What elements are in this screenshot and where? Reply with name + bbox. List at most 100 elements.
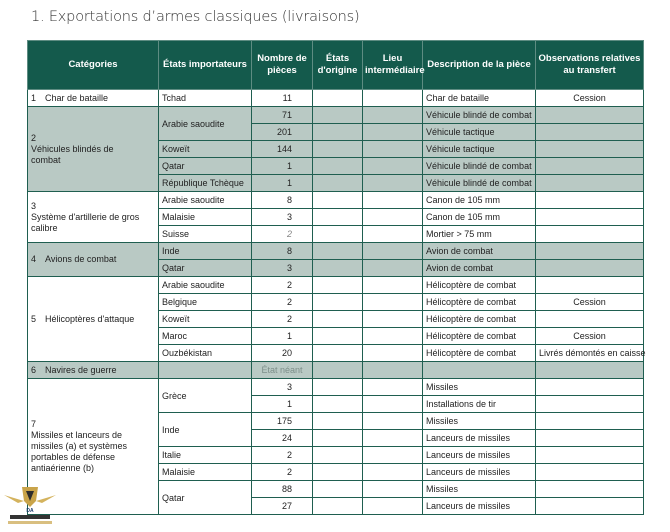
header-row: Catégories États importateurs Nombre de … xyxy=(27,40,644,90)
origin-state-cell xyxy=(312,412,363,430)
count-cell: 11 xyxy=(251,89,313,107)
origin-state-cell xyxy=(312,174,363,192)
origin-state-cell xyxy=(312,395,363,413)
observation-cell xyxy=(535,259,644,277)
intermediate-place-cell xyxy=(362,157,423,175)
importing-state-cell: Arabie saoudite xyxy=(158,191,252,209)
importing-state-cell: Tchad xyxy=(158,89,252,107)
observation-cell xyxy=(535,310,644,328)
origin-state-cell xyxy=(312,191,363,209)
table-row: Italie 2 Lanceurs de missiles xyxy=(28,446,644,464)
origin-state-cell xyxy=(312,242,363,260)
count-cell: 8 xyxy=(251,242,313,260)
description-cell: Lanceurs de missiles xyxy=(422,446,536,464)
description-cell: Hélicoptère de combat xyxy=(422,344,536,362)
category-cell: 3Système d'artillerie de gros calibre xyxy=(27,191,159,243)
importing-state-cell: Ouzbékistan xyxy=(158,344,252,362)
table-row: 4 Avions de combat Inde 8 Avion de combat xyxy=(27,242,644,277)
description-cell: Lanceurs de missiles xyxy=(422,429,536,447)
table-row: Malaisie 2 Lanceurs de missiles xyxy=(28,463,644,481)
category-number: 1 xyxy=(31,92,37,103)
intermediate-place-cell xyxy=(362,429,423,447)
header-count: Nombre de pièces xyxy=(251,40,313,90)
empty-cell xyxy=(422,361,536,379)
category-cell: 5 Hélicoptères d'attaque xyxy=(27,276,159,362)
importing-state-cell: Grèce xyxy=(158,378,252,413)
count-cell: 2 xyxy=(251,225,313,243)
intermediate-place-cell xyxy=(362,259,423,277)
count-cell: 1 xyxy=(251,157,313,175)
origin-state-cell xyxy=(312,429,363,447)
intermediate-place-cell xyxy=(362,106,423,124)
table-body: 1 Char de bataille Tchad 11 Char de bataille… xyxy=(27,89,646,515)
intermediate-place-cell xyxy=(362,191,423,209)
intermediate-place-cell xyxy=(362,208,423,226)
intermediate-place-cell xyxy=(362,327,423,345)
origin-state-cell xyxy=(312,157,363,175)
observation-cell xyxy=(535,157,644,175)
description-cell: Véhicule blindé de combat xyxy=(422,174,536,192)
count-cell: 24 xyxy=(251,429,313,447)
origin-state-cell xyxy=(312,378,363,396)
intermediate-place-cell xyxy=(362,480,423,498)
svg-text:DA: DA xyxy=(26,508,34,514)
origin-state-cell xyxy=(312,123,363,141)
importing-state-cell: Malaisie xyxy=(158,208,252,226)
intermediate-place-cell xyxy=(362,310,423,328)
count-cell: 1 xyxy=(251,395,313,413)
importing-state-cell: Suisse xyxy=(158,225,252,243)
category-label: Véhicules blindés de combat xyxy=(31,143,114,165)
count-cell: 3 xyxy=(251,208,313,226)
header-intermediate-place: Lieu intermédiaire xyxy=(362,40,425,90)
watermark-logo: DA xyxy=(2,485,58,527)
intermediate-place-cell xyxy=(362,293,423,311)
category-cell: 4 Avions de combat xyxy=(27,242,159,277)
count-cell: 2 xyxy=(251,276,313,294)
count-cell: 2 xyxy=(251,310,313,328)
importing-state-cell xyxy=(158,361,252,379)
category-cell: 7Missiles et lanceurs de missiles (a) et… xyxy=(27,378,159,515)
table-row: Belgique 2 Hélicoptère de combat Cession xyxy=(28,293,644,311)
category-number: 2 xyxy=(31,132,37,143)
intermediate-place-cell xyxy=(362,395,423,413)
observation-cell xyxy=(535,395,644,413)
intermediate-place-cell xyxy=(362,123,423,141)
importing-state-cell: Koweït xyxy=(158,310,252,328)
origin-state-cell xyxy=(312,480,363,498)
description-cell: Hélicoptère de combat xyxy=(422,327,536,345)
description-cell: Lanceurs de missiles xyxy=(422,463,536,481)
description-cell: Missiles xyxy=(422,480,536,498)
table-row: Koweït 144 Véhicule tactique xyxy=(28,140,644,158)
observation-cell: Cession xyxy=(535,89,644,107)
intermediate-place-cell xyxy=(362,412,423,430)
importing-state-cell: Qatar xyxy=(158,259,252,277)
observation-cell xyxy=(535,208,644,226)
description-cell: Hélicoptère de combat xyxy=(422,293,536,311)
count-cell: 27 xyxy=(251,497,313,515)
intermediate-place-cell xyxy=(362,446,423,464)
description-cell: Mortier > 75 mm xyxy=(422,225,536,243)
description-cell: Char de bataille xyxy=(422,89,536,107)
intermediate-place-cell xyxy=(362,497,423,515)
importing-state-cell: République Tchèque xyxy=(158,174,252,192)
importing-state-cell: Inde xyxy=(158,242,252,260)
table-row: 201 Véhicule tactique xyxy=(28,123,644,141)
count-cell: 3 xyxy=(251,259,313,277)
intermediate-place-cell xyxy=(362,174,423,192)
category-label: Avions de combat xyxy=(45,254,117,264)
observation-cell xyxy=(535,174,644,192)
table-row: Ouzbékistan 20 Hélicoptère de combat Livrés… xyxy=(28,344,646,362)
table-row: 1 Char de bataille Tchad 11 Char de bataille… xyxy=(27,89,644,107)
table-row: République Tchèque 1 Véhicule blindé de co… xyxy=(28,174,644,192)
origin-state-cell xyxy=(312,327,363,345)
empty-cell xyxy=(312,361,363,379)
observation-cell xyxy=(535,276,644,294)
intermediate-place-cell xyxy=(362,463,423,481)
description-cell: Véhicule tactique xyxy=(422,123,536,141)
table-row: 7Missiles et lanceurs de missiles (a) et… xyxy=(27,378,644,515)
category-label: Hélicoptères d'attaque xyxy=(45,313,135,324)
origin-state-cell xyxy=(312,497,363,515)
table-row: Malaisie 3 Canon de 105 mm xyxy=(28,208,644,226)
intermediate-place-cell xyxy=(362,225,423,243)
observation-cell xyxy=(535,378,644,396)
